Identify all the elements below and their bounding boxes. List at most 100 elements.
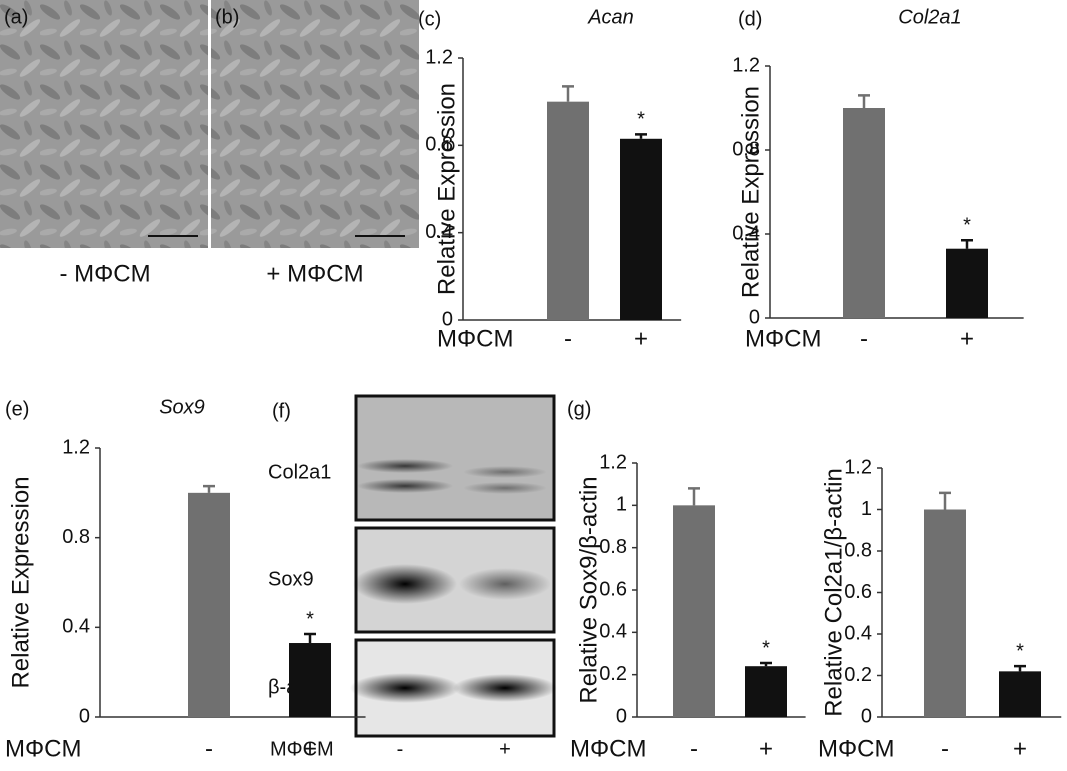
y-tick-label: 1.2 — [425, 46, 453, 68]
chart-title: Sox9 — [159, 396, 205, 418]
band — [350, 673, 460, 703]
significance: * — [762, 637, 770, 659]
error-bar — [1014, 664, 1026, 672]
y-tick-label: 1.2 — [599, 451, 627, 473]
y-axis-label: Relative Expression — [7, 476, 34, 688]
y-tick-label: 1.2 — [62, 436, 90, 458]
blot — [354, 394, 556, 522]
x-tick-label: - — [941, 735, 949, 762]
y-tick-label: 0 — [442, 308, 453, 330]
bar — [289, 643, 331, 717]
y-tick-label: 0 — [79, 705, 90, 727]
panel-label: (e) — [5, 398, 29, 420]
y-axis-label: Relative Expression — [433, 83, 460, 295]
significance: * — [306, 608, 314, 630]
band — [463, 466, 547, 478]
bar — [188, 492, 230, 717]
x-tick-label: - — [564, 325, 572, 352]
panel-label: (b) — [215, 6, 239, 28]
bar — [673, 505, 715, 717]
caption: - MΦCM — [59, 260, 150, 287]
chart-title: Acan — [587, 6, 634, 28]
x-tick-label: + — [634, 325, 648, 352]
lane-label: + — [499, 738, 511, 760]
panel-label: (c) — [418, 8, 441, 30]
micrograph — [0, 0, 208, 248]
y-tick-label: 0 — [861, 705, 872, 727]
error-bar — [961, 239, 973, 249]
lane-label: - — [397, 738, 404, 760]
error-bar — [688, 487, 700, 506]
x-axis-label: MΦCM — [745, 325, 821, 352]
x-axis-label: MΦCM — [437, 325, 513, 352]
error-bar — [562, 85, 574, 102]
y-tick-label: 0.8 — [844, 539, 872, 561]
y-tick-label: 0.8 — [732, 138, 760, 160]
y-axis-label: Relative Col2a1/β-actin — [820, 468, 847, 717]
chart-title: Col2a1 — [898, 6, 961, 28]
x-label: MΦCM — [270, 738, 334, 760]
y-tick-label: 0.4 — [844, 622, 872, 644]
band-label: Sox9 — [268, 568, 314, 590]
error-bar — [760, 661, 772, 667]
x-tick-label: + — [1013, 735, 1027, 762]
y-tick-label: 1 — [861, 498, 872, 520]
panel-label: (g) — [567, 398, 591, 420]
y-tick-label: 1 — [616, 494, 627, 516]
x-tick-label: + — [960, 325, 974, 352]
y-tick-label: 0.6 — [599, 578, 627, 600]
bar — [843, 108, 885, 318]
y-axis-label: Relative Expression — [737, 86, 764, 298]
y-tick-label: 0.8 — [425, 134, 453, 156]
x-axis-label: MΦCM — [570, 735, 646, 762]
x-tick-label: + — [759, 735, 773, 762]
y-tick-label: 0.2 — [844, 664, 872, 686]
bar — [547, 101, 589, 321]
band — [453, 674, 557, 702]
error-bar — [939, 491, 951, 510]
bar — [946, 248, 988, 318]
significance: * — [963, 215, 971, 237]
micrograph — [211, 0, 419, 248]
x-tick-label: - — [860, 325, 868, 352]
x-tick-label: + — [303, 735, 317, 762]
band-label: Col2a1 — [268, 461, 331, 483]
error-bar — [203, 484, 215, 493]
x-tick-label: - — [690, 735, 698, 762]
x-axis-label: MΦCM — [5, 735, 81, 762]
bar — [924, 509, 966, 717]
significance: * — [1016, 640, 1024, 662]
y-axis-label: Relative Sox9/β-actin — [575, 476, 602, 703]
y-tick-label: 0.4 — [62, 616, 90, 638]
error-bar — [635, 133, 647, 139]
band — [357, 479, 453, 493]
y-tick-label: 0.4 — [732, 222, 760, 244]
bar — [999, 671, 1041, 717]
y-tick-label: 0.8 — [599, 536, 627, 558]
panel-label: (d) — [738, 8, 762, 30]
band — [459, 568, 551, 600]
significance: * — [637, 109, 645, 131]
bar — [745, 666, 787, 717]
y-tick-label: 0.8 — [62, 526, 90, 548]
panel-label: (a) — [4, 6, 28, 28]
panel-label: (f) — [272, 400, 291, 422]
y-tick-label: 0.6 — [844, 581, 872, 603]
x-tick-label: - — [205, 735, 213, 762]
band — [353, 564, 457, 604]
bar — [620, 138, 662, 320]
x-axis-label: MΦCM — [818, 735, 894, 762]
y-tick-label: 0.2 — [599, 663, 627, 685]
y-tick-label: 1.2 — [732, 54, 760, 76]
y-tick-label: 0 — [749, 306, 760, 328]
y-tick-label: 0.4 — [425, 221, 453, 243]
caption: + MΦCM — [266, 260, 363, 287]
error-bar — [304, 632, 316, 644]
error-bar — [858, 94, 870, 108]
band — [357, 459, 453, 473]
y-tick-label: 0 — [616, 705, 627, 727]
y-tick-label: 1.2 — [844, 456, 872, 478]
band — [463, 482, 547, 494]
y-tick-label: 0.4 — [599, 621, 627, 643]
